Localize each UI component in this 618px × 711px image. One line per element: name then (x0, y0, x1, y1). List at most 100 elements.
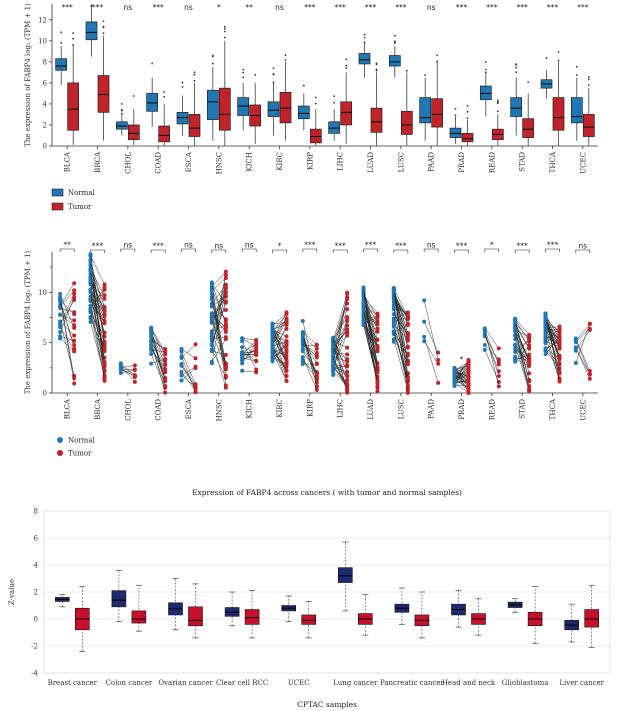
tumor-point (345, 364, 350, 369)
pair-line (393, 288, 409, 317)
tumor-point (314, 375, 319, 380)
tumor-point (527, 352, 532, 357)
tumor-point (223, 276, 228, 281)
pair-line (211, 293, 227, 364)
normal-box-pancreatic-cancer (394, 587, 410, 625)
tumor-point (223, 319, 228, 324)
significance-kirp: *** (304, 241, 316, 250)
box (188, 114, 201, 137)
tumor-point (527, 339, 532, 344)
tumor-point (254, 347, 259, 352)
tumor-box-chol (127, 95, 140, 145)
outlier (484, 68, 487, 71)
tumor-point (102, 293, 107, 298)
normal-box-prad (449, 107, 462, 144)
pair-line (120, 365, 136, 383)
box (584, 609, 600, 628)
tumor-point (72, 318, 77, 323)
pair-line (211, 284, 227, 303)
normal-box-thca (540, 57, 553, 99)
outlier (363, 36, 366, 39)
tumor-point (436, 350, 441, 355)
pair-line (454, 370, 469, 383)
pairs-esca (179, 342, 198, 395)
significance-bracket-kirc (272, 249, 287, 253)
outlier (466, 117, 469, 120)
tumor-point (72, 333, 77, 338)
pair-line (454, 365, 469, 371)
pair-line (241, 341, 257, 370)
tumor-box-hnsc (218, 25, 231, 146)
normal-point (149, 339, 154, 344)
pair-line (150, 347, 166, 371)
normal-box-esca (176, 81, 189, 136)
y-tick-label: 10 (38, 289, 47, 297)
x-tick-label-colon-cancer: Colon cancer (106, 679, 153, 687)
pair-line (120, 365, 135, 368)
normal-point (331, 372, 336, 377)
pair-line (514, 320, 530, 342)
tumor-point (527, 379, 532, 384)
normal-point (543, 335, 548, 340)
pair-line (454, 367, 469, 383)
tumor-point (163, 390, 168, 395)
x-tick-label-brca: BRCA (94, 151, 102, 173)
pair-line (545, 334, 560, 344)
x-tick-label-kich: KICH (246, 152, 254, 171)
normal-point (209, 291, 214, 296)
pair-line (90, 289, 105, 318)
pair-line (242, 349, 257, 355)
pairs-kirp (300, 318, 319, 392)
outlier (436, 60, 439, 63)
pair-line (363, 309, 378, 373)
normal-point (240, 353, 245, 358)
pair-line (90, 278, 105, 379)
x-tick-label-stad: STAD (519, 399, 527, 419)
normal-point (300, 333, 305, 338)
pair-line (545, 350, 560, 369)
pair-line (545, 332, 560, 338)
normal-point (240, 345, 245, 350)
tumor-point (193, 388, 198, 393)
pair-line (272, 358, 287, 365)
pair-line (272, 337, 287, 363)
tumor-box-lusc (400, 69, 413, 146)
tumor-point (375, 380, 380, 385)
tumor-point (72, 342, 77, 347)
outlier (90, 5, 93, 8)
x-tick-label-coad: COAD (155, 399, 163, 421)
pairs-kirc (270, 310, 289, 384)
normal-point (482, 347, 487, 352)
box (158, 125, 171, 143)
pair-line (514, 344, 530, 392)
pair-line (363, 288, 378, 347)
pair-line (332, 299, 348, 346)
pair-line (454, 367, 469, 393)
normal-box-blca (55, 31, 68, 85)
pair-line (484, 335, 500, 372)
pair-line (515, 338, 530, 353)
outlier (496, 100, 499, 103)
normal-point (482, 329, 487, 334)
x-tick-label-lung-cancer: Lung cancer (333, 679, 378, 687)
normal-box-stad (510, 63, 523, 136)
pair-line (181, 371, 196, 391)
tumor-point (345, 370, 350, 375)
normal-point (573, 360, 578, 365)
tumor-point (496, 374, 501, 379)
pair-line (150, 340, 166, 393)
outlier (151, 62, 154, 65)
significance-bracket-ucec (575, 249, 591, 253)
pairs-paad (422, 298, 441, 385)
significance-bracket-stad (514, 249, 530, 253)
normal-point (391, 339, 396, 344)
pair-line (332, 319, 348, 360)
tumor-point (254, 351, 259, 356)
pair-line (454, 367, 469, 382)
normal-point (361, 318, 366, 323)
pair-line (242, 338, 257, 347)
tumor-point (557, 369, 562, 374)
significance-prad: *** (456, 242, 468, 251)
normal-point (240, 336, 245, 341)
normal-point (452, 377, 457, 382)
